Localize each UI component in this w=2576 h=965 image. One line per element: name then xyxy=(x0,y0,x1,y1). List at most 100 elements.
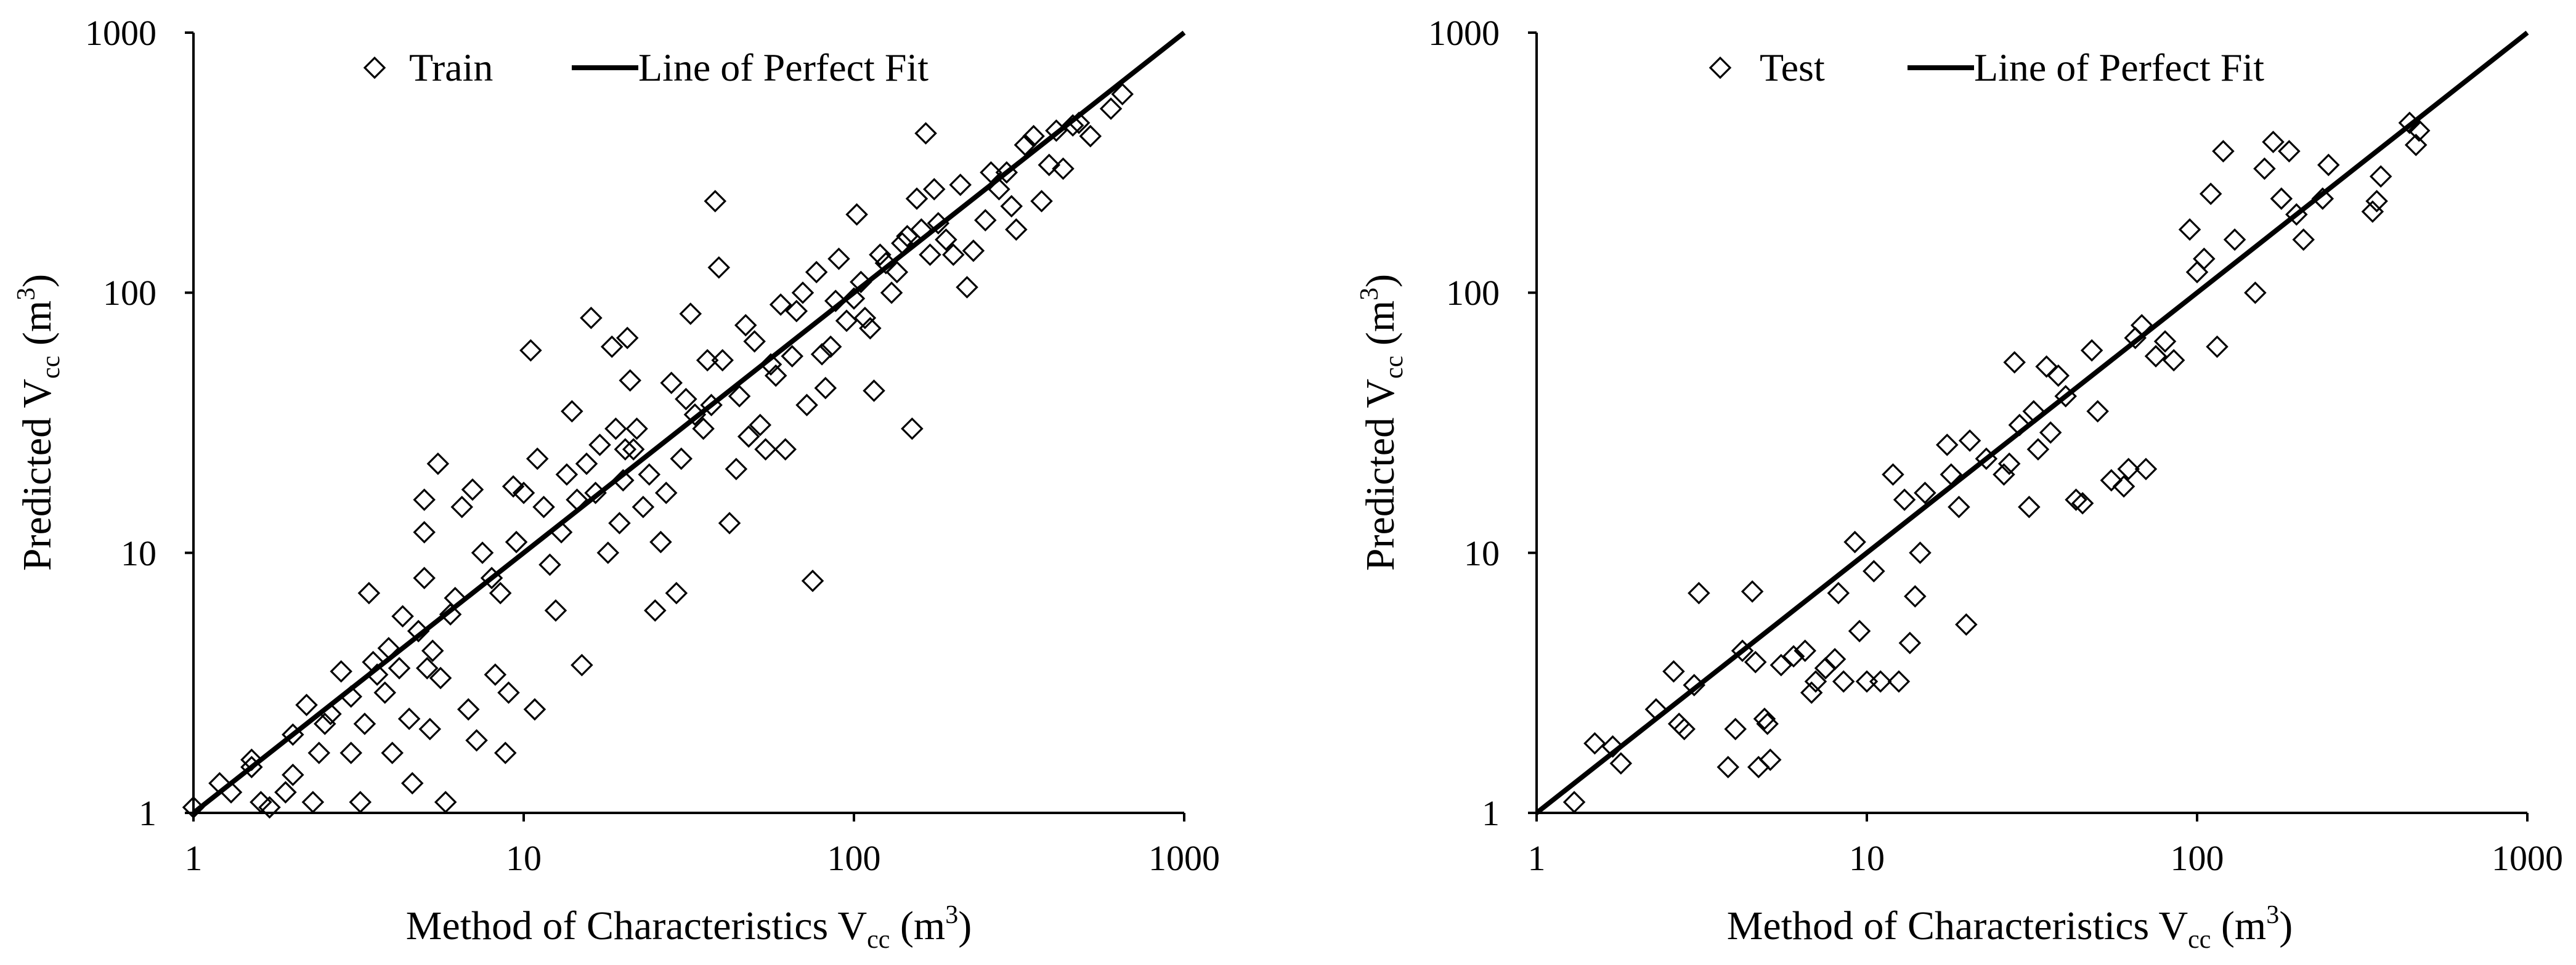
test-data-point xyxy=(1832,670,1855,693)
train-data-point xyxy=(600,335,624,358)
test-data-point xyxy=(1601,735,1624,758)
test-data-point xyxy=(1904,585,1927,608)
train-data-point xyxy=(824,289,847,312)
train-y-title-sub: cc xyxy=(37,356,65,379)
test-data-point xyxy=(1848,620,1871,643)
train-legend: Train Line of Perfect Fit xyxy=(363,46,928,89)
train-data-point xyxy=(901,417,924,440)
test-data-point xyxy=(1855,670,1879,693)
train-data-point xyxy=(974,209,997,232)
test-data-point xyxy=(1662,660,1685,683)
test-data-point xyxy=(2162,349,2185,372)
test-data-point xyxy=(2365,190,2388,212)
test-x-title-sub: cc xyxy=(2188,926,2211,954)
train-perfect-fit-line xyxy=(192,30,1186,815)
train-x-tick-label-100: 100 xyxy=(827,838,881,878)
train-data-point xyxy=(604,417,627,440)
train-data-point xyxy=(835,309,858,333)
train-data-point xyxy=(728,385,751,408)
test-data-point xyxy=(1673,717,1696,741)
train-data-point xyxy=(1079,124,1102,148)
test-data-point xyxy=(1583,732,1606,755)
test-y-tick-label-100: 100 xyxy=(1446,273,1500,313)
train-data-point xyxy=(1000,195,1023,218)
train-y-axis-title: Predicted Vcc (m3) xyxy=(12,274,65,571)
train-data-point xyxy=(956,276,978,299)
train-data-point xyxy=(1038,153,1061,177)
train-data-point xyxy=(923,178,946,201)
test-data-point xyxy=(2262,131,2285,153)
train-data-point xyxy=(295,693,318,717)
test-data-point xyxy=(2018,496,2041,519)
train-data-point xyxy=(774,438,797,461)
train-x-title-unit: (m xyxy=(890,903,945,948)
train-data-point xyxy=(413,488,436,511)
test-data-point xyxy=(1753,707,1776,730)
test-data-point xyxy=(2212,140,2235,163)
train-data-point xyxy=(1005,218,1028,241)
train-data-point xyxy=(314,713,336,735)
test-data-point xyxy=(2185,260,2209,284)
test-data-point xyxy=(1747,756,1770,778)
train-data-point xyxy=(679,302,702,325)
test-data-point xyxy=(1997,452,2021,475)
test-data-point xyxy=(1887,670,1911,693)
train-data-point xyxy=(388,656,411,680)
train-x-tick-label-1: 1 xyxy=(185,838,203,878)
train-data-point xyxy=(1061,114,1084,137)
test-data-point xyxy=(1800,681,1823,704)
train-data-point xyxy=(885,260,909,284)
test-x-title-unit: (m xyxy=(2211,903,2266,948)
test-data-point xyxy=(2292,228,2315,251)
test-data-point xyxy=(1794,639,1816,663)
train-data-point xyxy=(859,317,882,340)
train-data-point xyxy=(1022,124,1045,148)
test-y-tick-label-1: 1 xyxy=(1482,793,1500,833)
train-data-point xyxy=(781,345,803,368)
train-data-point xyxy=(301,791,325,814)
train-data-point xyxy=(523,698,546,721)
test-data-point xyxy=(1898,631,1922,655)
train-data-point xyxy=(538,553,561,576)
test-y-tick-label-1000: 1000 xyxy=(1428,13,1500,53)
train-data-point xyxy=(512,482,535,504)
train-data-point xyxy=(274,781,297,804)
test-data-point xyxy=(2026,438,2050,461)
train-data-point xyxy=(644,599,667,622)
test-data-point xyxy=(2244,281,2267,304)
train-y-tick-label-100: 100 xyxy=(103,273,156,313)
test-data-point xyxy=(2278,140,2301,163)
train-data-point xyxy=(1052,157,1075,180)
train-data-point xyxy=(743,330,766,353)
test-x-tick-label-100: 100 xyxy=(2171,838,2224,878)
test-data-point xyxy=(1955,613,1978,636)
train-data-point xyxy=(734,313,757,337)
train-data-point xyxy=(853,306,877,329)
train-data-point xyxy=(391,605,414,628)
train-data-point xyxy=(670,447,693,470)
test-data-point xyxy=(2178,218,2201,241)
train-data-point xyxy=(450,496,473,519)
train-data-point xyxy=(675,387,697,411)
train-data-point xyxy=(400,772,424,795)
train-data-point xyxy=(561,400,583,423)
train-data-point xyxy=(962,239,985,262)
test-data-point xyxy=(2253,157,2276,180)
test-x-tick-label-1000: 1000 xyxy=(2492,838,2563,878)
test-data-point xyxy=(1609,752,1633,775)
test-data-point xyxy=(2404,134,2428,156)
train-data-point xyxy=(555,463,579,486)
train-x-tick-label-10: 10 xyxy=(506,838,542,878)
train-y-title-sup: 3 xyxy=(12,288,41,301)
train-data-point xyxy=(660,371,683,395)
train-data-point xyxy=(465,729,488,752)
test-legend-label: Test xyxy=(1760,46,1825,89)
test-y-title-close: ) xyxy=(1358,274,1403,288)
train-x-axis-title: Method of Characteristics Vcc (m3) xyxy=(406,901,972,954)
test-data-point xyxy=(1769,653,1793,677)
train-data-point xyxy=(307,741,331,764)
test-data-point xyxy=(2144,345,2168,368)
train-data-point xyxy=(1030,190,1053,212)
test-data-point xyxy=(2407,119,2431,142)
test-data-point xyxy=(1936,434,1959,456)
